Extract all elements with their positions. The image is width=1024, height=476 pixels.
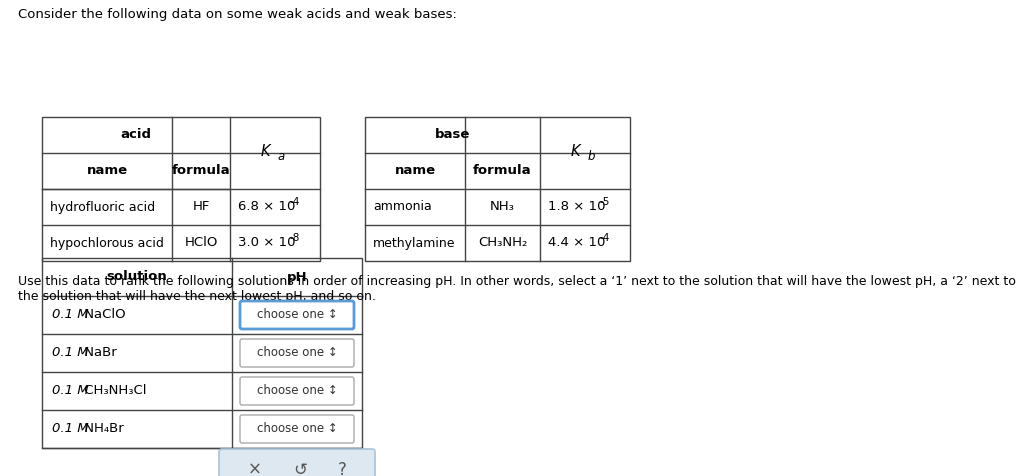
Text: methylamine: methylamine (373, 237, 456, 249)
Text: 6.8 × 10: 6.8 × 10 (238, 200, 295, 214)
Text: hypochlorous acid: hypochlorous acid (50, 237, 164, 249)
Text: choose one ↕: choose one ↕ (257, 385, 337, 397)
Text: hydrofluoric acid: hydrofluoric acid (50, 200, 155, 214)
Text: name: name (394, 165, 435, 178)
Text: NaClO: NaClO (80, 308, 126, 321)
Text: $K$: $K$ (260, 143, 273, 159)
FancyBboxPatch shape (240, 339, 354, 367)
Text: NH₃: NH₃ (490, 200, 515, 214)
FancyBboxPatch shape (240, 377, 354, 405)
Text: 0.1 M: 0.1 M (52, 347, 89, 359)
Text: ammonia: ammonia (373, 200, 432, 214)
Text: choose one ↕: choose one ↕ (257, 423, 337, 436)
Text: 1.8 × 10: 1.8 × 10 (548, 200, 605, 214)
Text: 0.1 M: 0.1 M (52, 308, 89, 321)
Text: name: name (86, 165, 128, 178)
Text: $a$: $a$ (278, 149, 286, 162)
Text: the solution that will have the next lowest pH, and so on.: the solution that will have the next low… (18, 290, 376, 303)
Text: -4: -4 (290, 197, 300, 207)
Text: NaBr: NaBr (80, 347, 117, 359)
Text: 4.4 × 10: 4.4 × 10 (548, 237, 605, 249)
Text: $b$: $b$ (587, 149, 596, 163)
Text: HClO: HClO (184, 237, 218, 249)
Text: ×: × (248, 461, 262, 476)
Text: base: base (435, 129, 470, 141)
FancyBboxPatch shape (219, 449, 375, 476)
Text: HF: HF (193, 200, 210, 214)
Text: ?: ? (338, 461, 346, 476)
Bar (365, 117, 630, 261)
Text: choose one ↕: choose one ↕ (257, 347, 337, 359)
Text: formula: formula (473, 165, 531, 178)
Text: Use this data to rank the following solutions in order of increasing pH. In othe: Use this data to rank the following solu… (18, 275, 1016, 288)
Text: solution: solution (106, 270, 167, 284)
Text: CH₃NH₃Cl: CH₃NH₃Cl (80, 385, 146, 397)
Text: ↺: ↺ (293, 461, 307, 476)
Text: 3.0 × 10: 3.0 × 10 (238, 237, 296, 249)
Text: -8: -8 (290, 233, 300, 243)
Text: acid: acid (121, 129, 152, 141)
Bar (42, 117, 319, 261)
Text: formula: formula (172, 165, 230, 178)
Text: 0.1 M: 0.1 M (52, 385, 89, 397)
FancyBboxPatch shape (240, 415, 354, 443)
Text: choose one ↕: choose one ↕ (257, 308, 337, 321)
Text: pH: pH (287, 270, 307, 284)
Text: NH₄Br: NH₄Br (80, 423, 124, 436)
Text: $K$: $K$ (570, 143, 583, 159)
Text: CH₃NH₂: CH₃NH₂ (478, 237, 527, 249)
Text: -4: -4 (600, 233, 610, 243)
Text: Consider the following data on some weak acids and weak bases:: Consider the following data on some weak… (18, 8, 457, 21)
FancyBboxPatch shape (240, 301, 354, 329)
Bar (42, 258, 362, 448)
Text: -5: -5 (600, 197, 610, 207)
Text: 0.1 M: 0.1 M (52, 423, 89, 436)
